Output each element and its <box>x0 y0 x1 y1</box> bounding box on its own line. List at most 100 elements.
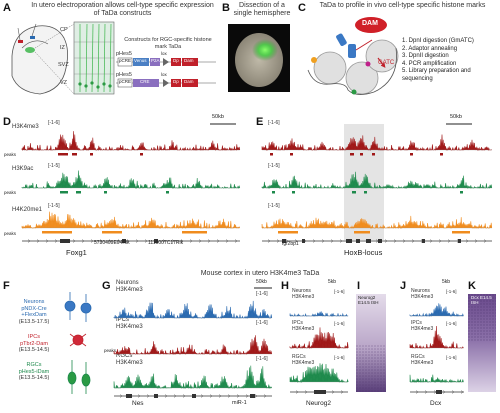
panel-k-label: K <box>468 280 476 292</box>
e-exon-5 <box>378 239 382 243</box>
h-strand <box>295 390 299 394</box>
e-track3-peak-2 <box>452 231 470 234</box>
panel-f-label: F <box>3 280 10 292</box>
j-t2-range: [-1-6] <box>446 321 457 326</box>
tada-step-3: 3. DpnII digestion <box>402 53 449 60</box>
j-gene: Dcx <box>430 400 442 407</box>
panel-g-tracks <box>113 300 273 398</box>
g-strand <box>146 394 150 398</box>
tada-steps: 1. DpnI digestion (GmATC) 2. Adaptor ann… <box>402 38 497 84</box>
d-h4k20me1-peak-0 <box>42 231 72 234</box>
d-scale: 50kb <box>212 114 224 120</box>
g-t2-mark: H3K4me3 <box>116 324 143 330</box>
h-t3-name: RGCs <box>292 354 306 360</box>
tada-step-1: 1. DpnI digestion (GmATC) <box>402 38 474 44</box>
h-t2-mark: H3K4me3 <box>292 326 315 332</box>
e-track2-peak-1 <box>292 191 295 194</box>
e-track1-peak-0 <box>270 153 273 156</box>
d-track3-name: H4K20me1 <box>12 207 43 213</box>
dcx-ish-image <box>468 294 496 392</box>
c2-part-cre: CRE <box>140 79 150 84</box>
j-t2-name: IPCs <box>411 320 422 326</box>
j-t3-mark: H3K4me3 <box>411 360 434 366</box>
j-ipcs-signal <box>409 325 464 350</box>
panel-e-label: E <box>256 116 264 128</box>
e-track3-peak-1 <box>354 231 370 234</box>
e-strand <box>483 239 487 243</box>
d-track2-range: [-1-5] <box>48 163 60 169</box>
g-strand <box>227 394 231 398</box>
h-rgcs-signal <box>289 363 349 384</box>
e-track1-peak-5 <box>410 153 413 156</box>
d-peaks3: peaks <box>4 231 17 236</box>
panel-h-label: H <box>281 280 289 292</box>
j-scale: 5kb <box>442 279 451 285</box>
e-strand <box>384 239 388 243</box>
c1-part-lox: lox <box>161 51 167 56</box>
e-strand <box>411 239 415 243</box>
d-peaks2: peaks <box>4 190 17 195</box>
d-strand <box>117 239 121 243</box>
c2-part-pcre: pCRE <box>119 79 132 84</box>
neurog2-ish-image <box>356 294 386 392</box>
g-t2-range: [-1-6] <box>256 320 268 326</box>
layer-cp: CP <box>60 27 68 33</box>
nucleosome-diagram <box>307 33 399 95</box>
e-strand <box>294 239 298 243</box>
j-rgcs-signal <box>409 374 464 384</box>
e-exon-2 <box>346 239 352 243</box>
g-exon-1 <box>154 394 158 398</box>
panel-b-title: Dissection of a single hemisphere <box>233 2 291 17</box>
layer-vz: VZ <box>60 80 68 86</box>
e-strand <box>474 239 478 243</box>
e-track1-peak-3 <box>360 153 363 156</box>
construct1-promoter: pHes5 <box>116 51 132 57</box>
g-gene-nes: Nes <box>132 400 144 407</box>
panel-h-tracks <box>289 311 349 394</box>
e-strand <box>330 239 334 243</box>
f-neurons: Neurons pNDX-Cre +FlexDam (E13.5-17.5) <box>14 299 54 325</box>
panel-e-tracks <box>261 134 493 243</box>
panel-a-label: A <box>3 2 11 14</box>
d-gene-foxg1: Foxg1 <box>66 248 87 257</box>
d-strand <box>216 239 220 243</box>
e-exon-6 <box>422 239 425 243</box>
h-ipcs-signal <box>289 327 349 350</box>
d-strand <box>135 239 139 243</box>
panel-j-tracks <box>409 303 464 394</box>
d-strand <box>144 239 148 243</box>
g-gene-mir: miR-1 <box>232 400 247 406</box>
d-h3k4me3-peak-3 <box>140 153 143 156</box>
panel-j-label: J <box>400 280 407 292</box>
g-t3-name: RGCs <box>116 353 133 359</box>
c1-part-dp: Dp <box>173 58 179 63</box>
c1-part-p2a: P2A <box>151 58 160 63</box>
h-t1-mark: H3K4me3 <box>292 294 315 300</box>
g-scale: 50kb <box>256 279 267 285</box>
panel-i-label: I <box>357 280 361 292</box>
e-track2-peak-4 <box>460 191 463 194</box>
g-strand <box>263 394 267 398</box>
j-strand <box>451 390 455 394</box>
e-exon-1 <box>302 239 305 243</box>
e-strand <box>321 239 325 243</box>
e-exon-0 <box>282 239 286 243</box>
e-track2-signal <box>261 171 493 190</box>
gatc-label: GATC <box>378 60 395 66</box>
panel-b-label: B <box>222 2 230 14</box>
c1-part-venus: Venus <box>134 58 147 63</box>
c1-part-dam: Dam <box>184 58 194 63</box>
g-strand <box>218 394 222 398</box>
j-neurons-signal <box>409 303 464 318</box>
g-strand <box>236 394 240 398</box>
d-exon-foxg1 <box>60 239 70 243</box>
h-t2-name: IPCs <box>292 320 303 326</box>
h-neurons-signal <box>289 311 349 318</box>
h-t1-name: Neurons <box>292 288 311 294</box>
e-track1-peak-4 <box>372 153 375 156</box>
j-strand <box>424 390 428 394</box>
g-t3-mark: H3K4me3 <box>116 360 143 366</box>
f-neurons-name: Neurons <box>23 299 45 305</box>
e-gene-igf2bp1: Igf2bp1 <box>282 241 299 247</box>
c2-part-dp: Dp <box>173 79 179 84</box>
